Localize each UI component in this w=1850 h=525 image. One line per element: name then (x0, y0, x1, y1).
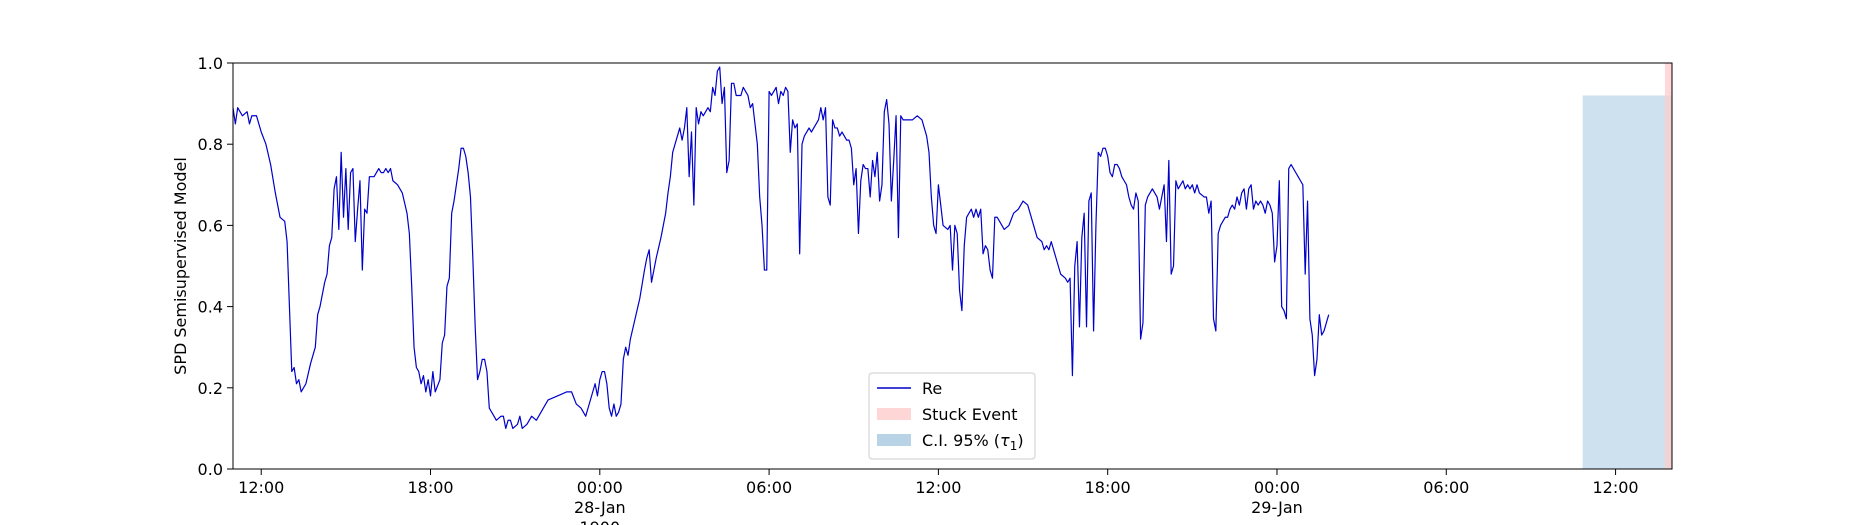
legend-label: Re (922, 379, 942, 398)
x-tick-label: 06:00 (1423, 478, 1469, 497)
legend-label: Stuck Event (922, 405, 1018, 424)
y-tick-label: 1.0 (198, 54, 223, 73)
x-tick-label: 29-Jan (1251, 498, 1303, 517)
y-axis-label: SPD Semisupervised Model (171, 157, 190, 375)
x-tick-label: 18:00 (1085, 478, 1131, 497)
series-layer (232, 66, 1330, 429)
legend-swatch-patch (877, 408, 911, 420)
legend: Re Stuck Event C.I. 95% (τ1) (868, 372, 1036, 460)
x-tick-label: 12:00 (238, 478, 284, 497)
x-tick-label: 28-Jan (574, 498, 626, 517)
y-axis: 0.0 0.2 0.4 0.6 0.8 1.0 (198, 54, 233, 479)
x-tick-label: 12:00 (915, 478, 961, 497)
shaded-region-confidence-interval (1582, 95, 1672, 469)
x-tick-label: 00:00 (1254, 478, 1300, 497)
x-tick-label: 1900 (579, 518, 620, 525)
plot-frame (232, 62, 1673, 470)
y-tick-label: 0.0 (198, 460, 223, 479)
x-tick-label: 18:00 (407, 478, 453, 497)
x-tick-label: 12:00 (1593, 478, 1639, 497)
y-tick-label: 0.4 (198, 298, 223, 317)
x-tick-label: 00:00 (577, 478, 623, 497)
x-tick-label: 06:00 (746, 478, 792, 497)
y-tick-label: 0.2 (198, 379, 223, 398)
shaded-regions (1582, 63, 1672, 469)
series-line-re (232, 66, 1330, 429)
shaded-region-stuck-event (1664, 63, 1672, 469)
legend-label: C.I. 95% (τ1) (922, 431, 1024, 453)
y-tick-label: 0.6 (198, 216, 223, 235)
x-axis: 12:0018:0000:0028-Jan190006:0012:0018:00… (238, 469, 1639, 525)
y-tick-label: 0.8 (198, 135, 223, 154)
legend-swatch-patch (877, 434, 911, 446)
